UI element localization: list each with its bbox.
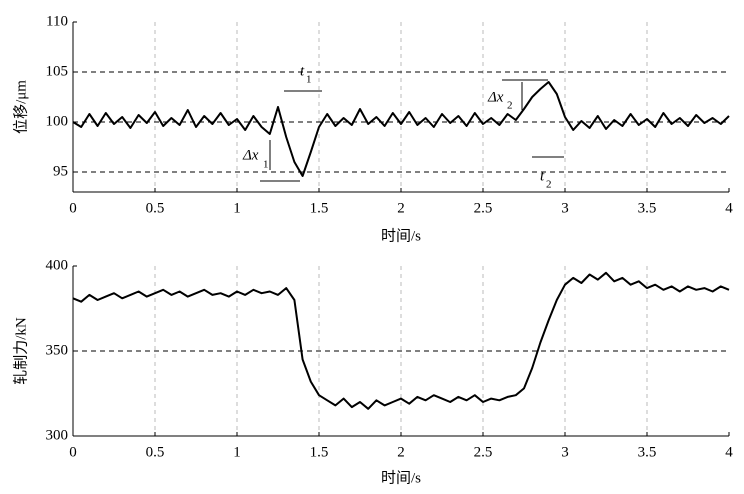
annotation-subscript: 1: [306, 74, 312, 86]
annotation: Δx: [242, 147, 259, 163]
annotation-subscript: 2: [546, 179, 552, 191]
x-tick-label: 4: [725, 444, 733, 460]
y-axis-label: 位移/μm: [12, 80, 29, 134]
y-tick-label: 300: [46, 427, 69, 443]
y-tick-label: 100: [46, 113, 69, 129]
annotation: Δx: [487, 89, 504, 105]
x-tick-label: 3.5: [638, 444, 657, 460]
y-tick-label: 350: [46, 342, 69, 358]
data-line: [72, 81, 730, 177]
y-tick-label: 95: [53, 163, 68, 179]
data-line: [72, 271, 730, 410]
x-axis-label: 时间/s: [381, 227, 421, 244]
x-tick-label: 0: [69, 444, 77, 460]
y-tick-label: 110: [46, 13, 68, 29]
x-tick-label: 3: [561, 200, 569, 216]
x-tick-label: 1: [233, 200, 241, 216]
x-tick-label: 2.5: [474, 444, 493, 460]
x-tick-label: 3: [561, 444, 569, 460]
x-tick-label: 0.5: [146, 444, 165, 460]
x-tick-label: 2: [397, 444, 405, 460]
y-tick-label: 400: [46, 257, 69, 273]
x-tick-label: 0.5: [146, 200, 165, 216]
x-tick-label: 3.5: [638, 200, 657, 216]
x-tick-label: 2: [397, 200, 405, 216]
x-tick-label: 1: [233, 444, 241, 460]
x-tick-label: 0: [69, 200, 77, 216]
x-tick-label: 1.5: [310, 200, 329, 216]
x-tick-label: 4: [725, 200, 733, 216]
x-tick-label: 2.5: [474, 200, 493, 216]
x-axis-label: 时间/s: [381, 469, 421, 486]
annotation-subscript: 1: [263, 159, 269, 171]
annotation: t: [540, 168, 545, 184]
annotation: t: [300, 63, 305, 79]
x-tick-label: 1.5: [310, 444, 329, 460]
annotation-subscript: 2: [507, 100, 513, 112]
y-axis-label: 轧制力/kN: [12, 317, 29, 385]
y-tick-label: 105: [46, 63, 69, 79]
annotation-arrows: [260, 79, 564, 182]
